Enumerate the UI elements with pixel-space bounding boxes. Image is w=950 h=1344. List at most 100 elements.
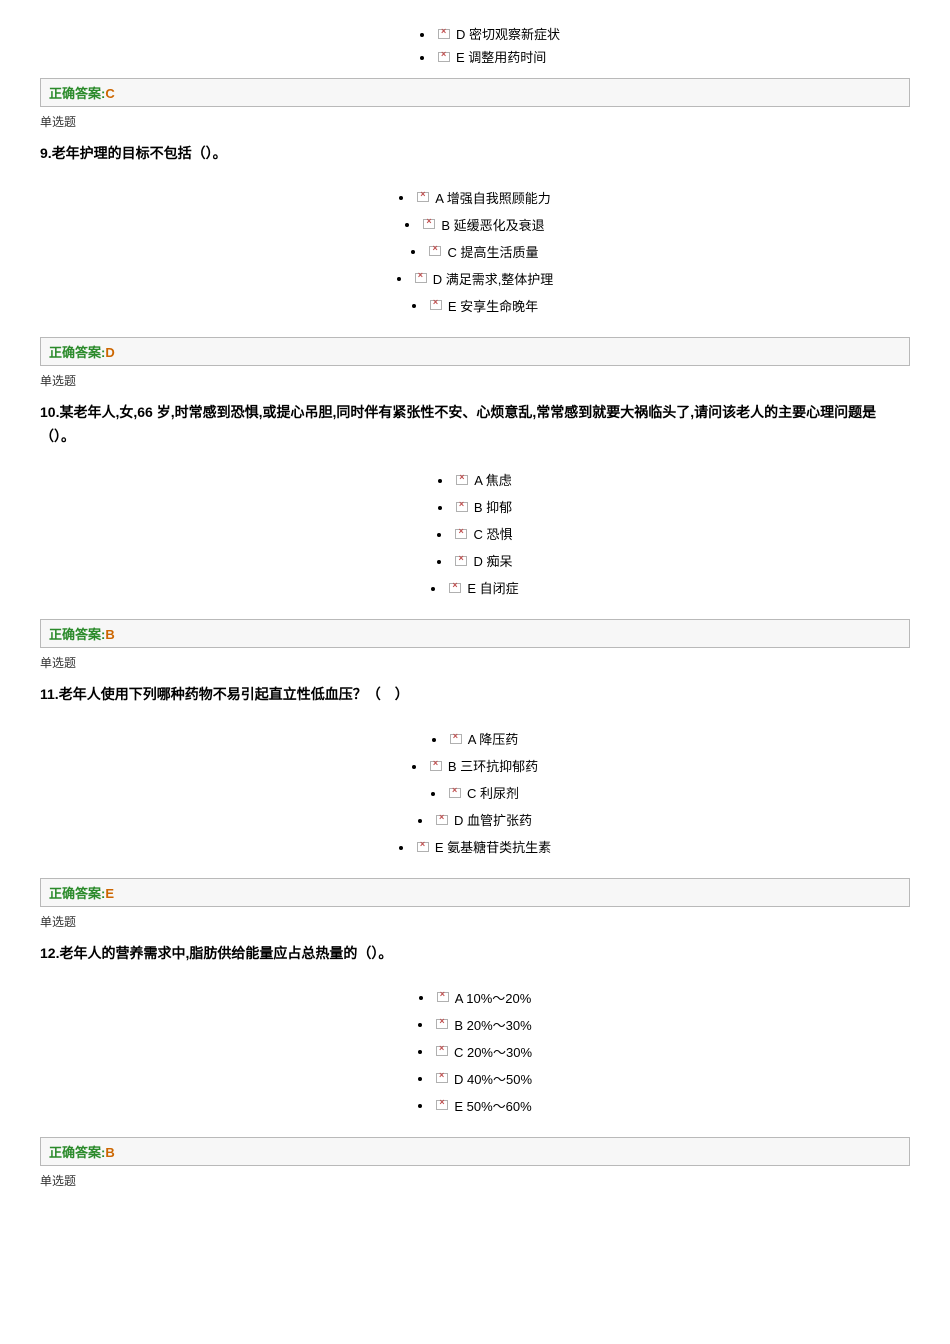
question-number: 11. <box>40 686 59 702</box>
page-container: D 密切观察新症状 E 调整用药时间 正确答案:C 单选题 9.老年护理的目标不… <box>0 0 950 1241</box>
option-text: A 降压药 <box>468 729 519 748</box>
option-icon <box>415 273 427 283</box>
question-number: 10. <box>40 404 59 420</box>
answer-box: 正确答案:B <box>40 619 910 648</box>
answer-label: 正确答案: <box>49 86 105 101</box>
question-type: 单选题 <box>40 372 910 389</box>
option-text: D 40%～50% <box>454 1069 532 1088</box>
list-item: D 血管扩张药 <box>418 810 532 829</box>
list-item: E 安享生命晚年 <box>412 296 538 315</box>
list-item: D 40%～50% <box>418 1069 532 1088</box>
question-text: 某老年人,女,66 岁,时常感到恐惧,或提心吊胆,同时伴有紧张性不安、心烦意乱,… <box>40 404 876 444</box>
list-item: C 利尿剂 <box>431 783 519 802</box>
option-text: B 20%～30% <box>454 1015 531 1034</box>
question-text: 老年人使用下列哪种药物不易引起直立性低血压？（ ） <box>59 686 409 702</box>
list-item: B 20%～30% <box>418 1015 531 1034</box>
list-item: E 氨基糖苷类抗生素 <box>399 837 551 856</box>
answer-box: 正确答案:B <box>40 1137 910 1166</box>
answer-box: 正确答案:C <box>40 78 910 107</box>
option-icon <box>436 1100 448 1110</box>
option-icon <box>436 1019 448 1029</box>
option-text: B 抑郁 <box>474 497 512 516</box>
answer-letter: E <box>105 886 114 901</box>
option-icon <box>449 788 461 798</box>
option-icon <box>456 502 468 512</box>
option-icon <box>456 475 468 485</box>
option-text: C 利尿剂 <box>467 783 519 802</box>
answer-label: 正确答案: <box>49 886 105 901</box>
options-list: A 焦虑 B 抑郁 C 恐惧 D 痴呆 E 自闭症 <box>40 466 910 601</box>
option-text: A 焦虑 <box>474 470 512 489</box>
option-icon <box>430 761 442 771</box>
list-item: A 增强自我照顾能力 <box>399 188 551 207</box>
option-icon <box>423 219 435 229</box>
answer-letter: B <box>105 1145 114 1160</box>
option-text: B 延缓恶化及衰退 <box>441 215 544 234</box>
option-icon <box>455 529 467 539</box>
option-icon <box>417 192 429 202</box>
option-text: D 血管扩张药 <box>454 810 532 829</box>
question-stem: 9.老年护理的目标不包括（）。 <box>40 142 910 166</box>
option-text: E 氨基糖苷类抗生素 <box>435 837 551 856</box>
list-item: B 延缓恶化及衰退 <box>405 215 544 234</box>
option-text: A 10%～20% <box>455 988 532 1007</box>
options-list: A 降压药 B 三环抗抑郁药 C 利尿剂 D 血管扩张药 E 氨基糖苷类抗生素 <box>40 725 910 860</box>
question-number: 9. <box>40 145 52 161</box>
options-list: A 10%～20% B 20%～30% C 20%～30% D 40%～50% … <box>40 984 910 1119</box>
list-item: E 自闭症 <box>431 578 518 597</box>
option-text: E 自闭症 <box>467 578 518 597</box>
option-icon <box>455 556 467 566</box>
question-stem: 12.老年人的营养需求中,脂肪供给能量应占总热量的（）。 <box>40 942 910 966</box>
question-type: 单选题 <box>40 113 910 130</box>
option-text: A 增强自我照顾能力 <box>435 188 551 207</box>
option-text: D 满足需求,整体护理 <box>433 269 554 288</box>
prev-question-options: D 密切观察新症状 E 调整用药时间 <box>40 24 910 66</box>
answer-label: 正确答案: <box>49 627 105 642</box>
option-text: E 调整用药时间 <box>456 47 546 66</box>
option-icon <box>438 29 450 39</box>
option-text: D 密切观察新症状 <box>456 24 560 43</box>
list-item: A 10%～20% <box>419 988 532 1007</box>
option-text: E 50%～60% <box>454 1096 531 1115</box>
question-stem: 11.老年人使用下列哪种药物不易引起直立性低血压？（ ） <box>40 683 910 707</box>
answer-letter: C <box>105 86 114 101</box>
list-item: E 调整用药时间 <box>420 47 910 66</box>
question-text: 老年护理的目标不包括（）。 <box>52 145 227 161</box>
list-item: D 密切观察新症状 <box>420 24 910 43</box>
question-number: 12. <box>40 945 59 961</box>
option-text: B 三环抗抑郁药 <box>448 756 538 775</box>
option-icon <box>450 734 462 744</box>
answer-label: 正确答案: <box>49 345 105 360</box>
list-item: C 恐惧 <box>437 524 512 543</box>
answer-box: 正确答案:D <box>40 337 910 366</box>
option-text: E 安享生命晚年 <box>448 296 538 315</box>
option-icon <box>436 815 448 825</box>
question-stem: 10.某老年人,女,66 岁,时常感到恐惧,或提心吊胆,同时伴有紧张性不安、心烦… <box>40 401 910 449</box>
question-type: 单选题 <box>40 1172 910 1189</box>
option-text: C 恐惧 <box>473 524 512 543</box>
answer-box: 正确答案:E <box>40 878 910 907</box>
option-text: C 提高生活质量 <box>447 242 538 261</box>
option-icon <box>449 583 461 593</box>
answer-label: 正确答案: <box>49 1145 105 1160</box>
list-item: C 20%～30% <box>418 1042 532 1061</box>
list-item: D 满足需求,整体护理 <box>397 269 554 288</box>
list-item: A 降压药 <box>432 729 519 748</box>
list-item: B 抑郁 <box>438 497 512 516</box>
list-item: E 50%～60% <box>418 1096 531 1115</box>
option-icon <box>417 842 429 852</box>
option-icon <box>437 992 449 1002</box>
option-icon <box>430 300 442 310</box>
list-item: B 三环抗抑郁药 <box>412 756 538 775</box>
list-item: C 提高生活质量 <box>411 242 538 261</box>
question-text: 老年人的营养需求中,脂肪供给能量应占总热量的（）。 <box>59 945 392 961</box>
question-type: 单选题 <box>40 654 910 671</box>
options-list: A 增强自我照顾能力 B 延缓恶化及衰退 C 提高生活质量 D 满足需求,整体护… <box>40 184 910 319</box>
answer-letter: B <box>105 627 114 642</box>
option-icon <box>438 52 450 62</box>
list-item: D 痴呆 <box>437 551 512 570</box>
option-text: D 痴呆 <box>473 551 512 570</box>
option-icon <box>436 1046 448 1056</box>
answer-letter: D <box>105 345 114 360</box>
option-text: C 20%～30% <box>454 1042 532 1061</box>
